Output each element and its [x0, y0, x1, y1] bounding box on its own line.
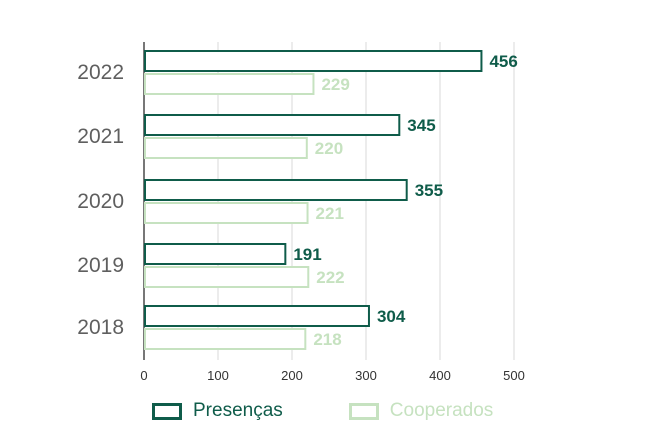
- x-tick-label: 200: [281, 368, 303, 383]
- value-label: 222: [316, 268, 344, 287]
- category-label: 2019: [77, 254, 124, 277]
- value-label: 229: [321, 75, 349, 94]
- bar: [144, 202, 309, 224]
- value-label: 191: [293, 245, 321, 264]
- x-tick-label: 0: [140, 368, 147, 383]
- legend-swatch-presencas: [152, 402, 182, 420]
- x-tick-label: 500: [503, 368, 525, 383]
- legend-label-cooperados: Cooperados: [389, 400, 494, 421]
- bar: [144, 73, 315, 95]
- value-label: 304: [377, 307, 406, 326]
- value-label: 218: [313, 330, 341, 349]
- bar: [144, 328, 307, 350]
- bars: [144, 50, 483, 350]
- legend-item-presencas: Presenças: [152, 400, 283, 422]
- legend-swatch-cooperados: [348, 402, 379, 420]
- value-label: 456: [489, 52, 517, 71]
- legend-label-presencas: Presenças: [193, 400, 283, 421]
- category-labels: 2022 2021 2020 2019 2018: [77, 61, 124, 339]
- value-label: 220: [315, 139, 343, 158]
- category-label: 2022: [77, 61, 124, 84]
- bar: [144, 137, 308, 159]
- value-label: 345: [407, 116, 435, 135]
- value-labels: 456 229 345 220 355 221 191 222 304 218: [293, 52, 517, 349]
- x-tick-label: 300: [355, 368, 377, 383]
- x-tick-labels: 0 100 200 300 400 500: [140, 368, 524, 383]
- x-tick-label: 100: [207, 368, 229, 383]
- bar: [144, 305, 370, 327]
- category-label: 2020: [77, 190, 124, 213]
- legend-item-cooperados: Cooperados: [348, 400, 494, 422]
- x-tick-label: 400: [429, 368, 451, 383]
- bar: [144, 243, 287, 265]
- bar: [144, 266, 310, 288]
- legend: Presenças Cooperados: [152, 400, 559, 422]
- bar: [144, 114, 401, 136]
- value-label: 221: [316, 204, 344, 223]
- bar: [144, 50, 483, 72]
- category-label: 2018: [77, 316, 124, 339]
- value-label: 355: [415, 181, 443, 200]
- bar: [144, 179, 408, 201]
- category-label: 2021: [77, 125, 124, 148]
